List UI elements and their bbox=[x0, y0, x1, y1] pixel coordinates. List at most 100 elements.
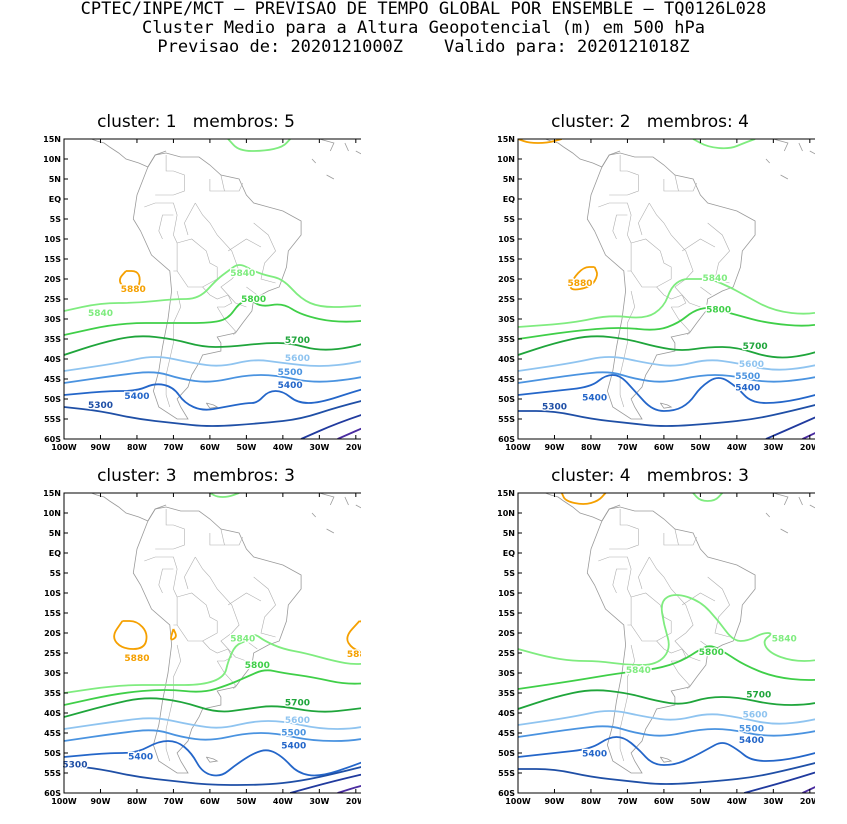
lat-tick-label: 60S bbox=[498, 789, 515, 798]
lon-tick-label: 20W bbox=[800, 443, 815, 452]
lat-tick-label: 20S bbox=[498, 629, 515, 638]
panel-title: cluster: 1 membros: 5 bbox=[97, 112, 295, 132]
lon-tick-label: 60W bbox=[654, 797, 674, 806]
contour-5500 bbox=[518, 725, 815, 738]
lat-tick-label: 5S bbox=[50, 215, 62, 224]
contour-label: 5880 bbox=[347, 650, 361, 660]
lon-tick-label: 100W bbox=[505, 797, 531, 806]
map-border bbox=[63, 138, 361, 440]
lat-tick-label: 10N bbox=[497, 155, 515, 164]
lat-tick-label: 5N bbox=[503, 529, 515, 538]
lon-tick-label: 80W bbox=[127, 797, 147, 806]
country-border bbox=[155, 509, 185, 550]
lat-tick-label: 10N bbox=[497, 509, 515, 518]
falkland-islands bbox=[205, 756, 219, 763]
lon-tick-label: 70W bbox=[163, 443, 183, 452]
lon-tick-label: 30W bbox=[763, 443, 783, 452]
contour-5840 bbox=[518, 278, 815, 328]
country-border bbox=[253, 222, 276, 284]
contour-label: 5840 bbox=[772, 635, 797, 645]
header-line-3: Previsao de: 2020121000Z Valido para: 20… bbox=[157, 37, 690, 57]
lat-tick-label: EQ bbox=[503, 195, 515, 204]
country-border bbox=[674, 174, 679, 192]
lat-tick-label: 25S bbox=[44, 649, 61, 658]
island-outline bbox=[355, 150, 361, 155]
lat-tick-label: 10S bbox=[498, 589, 515, 598]
country-border bbox=[670, 306, 690, 336]
country-border bbox=[195, 556, 247, 662]
contour-5700 bbox=[518, 689, 815, 710]
contour-label: 5700 bbox=[743, 342, 768, 352]
country-border bbox=[176, 592, 218, 642]
lat-tick-label: 40S bbox=[498, 709, 515, 718]
country-border bbox=[202, 640, 233, 662]
contour-label: 5400 bbox=[582, 749, 607, 759]
country-border bbox=[656, 640, 687, 662]
lat-tick-label: 60S bbox=[44, 789, 61, 798]
contour-5800 bbox=[518, 645, 815, 690]
central-america-coastline bbox=[91, 139, 149, 168]
contour-5700 bbox=[64, 697, 361, 718]
country-border bbox=[707, 576, 730, 638]
lon-tick-label: 50W bbox=[236, 797, 256, 806]
contour-label: 5880 bbox=[121, 285, 146, 295]
contour-5600 bbox=[518, 710, 815, 726]
lat-tick-label: EQ bbox=[49, 195, 61, 204]
contour-label: 5500 bbox=[735, 372, 760, 382]
lon-tick-label: 40W bbox=[727, 443, 747, 452]
island-outline bbox=[326, 528, 335, 534]
lat-tick-label: 10N bbox=[43, 155, 61, 164]
lat-tick-label: 5N bbox=[503, 175, 515, 184]
country-borders bbox=[144, 509, 276, 762]
lat-tick-label: 40S bbox=[498, 355, 515, 364]
map-frame: 58405880580057005600550054005400530015N1… bbox=[497, 135, 815, 452]
lon-tick-label: 30W bbox=[309, 797, 329, 806]
contour-5600 bbox=[64, 356, 361, 372]
map-panel-cluster-4: cluster: 4 membros: 3 5840 5840 5800 5700 56… bbox=[485, 466, 815, 821]
lat-tick-label: 5S bbox=[504, 569, 516, 578]
island-outline bbox=[780, 528, 789, 534]
contour-label: 5500 bbox=[739, 725, 764, 735]
contour-labels: 5840 5880 5880 5800 5700 5600 5500 5400 5400 5300 bbox=[61, 633, 361, 772]
lat-tick-label: 20S bbox=[44, 629, 61, 638]
contour-5500 bbox=[518, 371, 815, 384]
lat-tick-label: 45S bbox=[498, 375, 515, 384]
lon-tick-label: 90W bbox=[90, 443, 110, 452]
country-border bbox=[220, 528, 225, 546]
contour-label: 5300 bbox=[62, 761, 87, 771]
country-border bbox=[663, 533, 697, 546]
island-outline bbox=[319, 493, 335, 506]
south-america-coastline bbox=[132, 506, 302, 774]
contour-5300 bbox=[518, 404, 815, 427]
contour-label: 5600 bbox=[739, 360, 764, 370]
lon-tick-label: 90W bbox=[90, 797, 110, 806]
contour-label: 5400 bbox=[278, 381, 303, 391]
contour-label: 5400 bbox=[739, 736, 764, 746]
lat-tick-label: 15S bbox=[44, 609, 61, 618]
island-outline bbox=[311, 158, 316, 164]
country-border bbox=[707, 222, 730, 284]
contour-label: 5800 bbox=[699, 648, 724, 658]
lat-tick-label: 40S bbox=[44, 355, 61, 364]
country-border bbox=[155, 155, 185, 196]
contour-label: 5840 bbox=[230, 635, 255, 645]
lat-tick-label: 35S bbox=[44, 335, 61, 344]
lon-tick-label: 20W bbox=[800, 797, 815, 806]
lon-tick-label: 100W bbox=[51, 797, 77, 806]
contour-label: 5300 bbox=[88, 401, 113, 411]
lon-tick-label: 20W bbox=[346, 443, 361, 452]
lon-tick-label: 40W bbox=[273, 797, 293, 806]
contour-label: 5840 bbox=[702, 274, 727, 284]
contour-label: 5700 bbox=[746, 691, 771, 701]
contour-label: 5400 bbox=[128, 753, 153, 763]
contour-5840 bbox=[64, 264, 361, 312]
country-border bbox=[165, 290, 182, 408]
contour-label: 5840 bbox=[626, 666, 651, 676]
lat-tick-label: 15S bbox=[498, 609, 515, 618]
contour-label: 5880 bbox=[124, 654, 149, 664]
south-america-coastline bbox=[586, 152, 756, 420]
island-outline bbox=[344, 496, 349, 506]
contour-label: 5400 bbox=[582, 393, 607, 403]
lat-tick-label: 45S bbox=[498, 729, 515, 738]
country-border bbox=[598, 556, 632, 626]
